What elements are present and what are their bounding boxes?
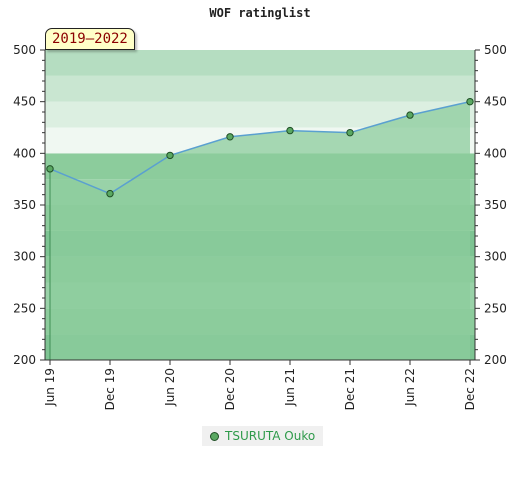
- x-tick-labels: Jun 19 Dec 19 Jun 20 Dec 20 Jun 21 Dec 21 Jun …: [43, 368, 477, 410]
- legend-marker-icon: [210, 431, 219, 441]
- series-line: [49, 100, 471, 195]
- data-point: [406, 111, 414, 119]
- y-tick-label-left: 350: [13, 198, 36, 212]
- data-points: [46, 97, 474, 198]
- area-layer: [49, 100, 471, 361]
- data-point: [106, 189, 114, 198]
- y-tick-label-left: 450: [13, 95, 36, 109]
- band: [45, 75, 475, 102]
- data-point: [286, 126, 294, 135]
- y-tick-label-left: 200: [13, 353, 36, 367]
- y-tick-label-right: 350: [484, 198, 507, 212]
- y-tick-label-left: 300: [13, 250, 36, 264]
- y-tick-label-left: 400: [13, 146, 36, 160]
- x-tick-label: Dec 19: [103, 368, 117, 410]
- series-area: [50, 101, 470, 361]
- data-point: [166, 151, 174, 160]
- data-point: [226, 133, 234, 141]
- data-point: [46, 165, 54, 173]
- axes: [40, 49, 480, 365]
- x-tick-label: Jun 19: [43, 368, 57, 407]
- y-tick-label-left: 500: [13, 43, 36, 57]
- band: [45, 50, 475, 76]
- y-tick-labels: 200 200 250 250 300 300 350 350 400 400 450 450 500 5…: [13, 43, 507, 367]
- period-badge: 2019–2022: [45, 28, 135, 50]
- y-tick-label-right: 400: [484, 146, 507, 160]
- x-tick-label: Dec 22: [463, 368, 477, 410]
- data-point: [466, 97, 474, 106]
- y-tick-label-left: 250: [13, 301, 36, 315]
- y-tick-label-right: 250: [484, 301, 507, 315]
- legend[interactable]: TSURUTA Ouko: [202, 426, 324, 446]
- x-tick-label: Jun 21: [283, 368, 297, 407]
- y-tick-label-right: 300: [484, 250, 507, 264]
- chart-title: WOF ratinglist: [209, 6, 311, 20]
- x-tick-label: Jun 20: [163, 368, 177, 407]
- y-tick-label-right: 500: [484, 43, 507, 57]
- x-tick-label: Jun 22: [403, 368, 417, 407]
- legend-label: TSURUTA Ouko: [225, 429, 316, 443]
- y-tick-label-right: 200: [484, 353, 507, 367]
- x-tick-label: Dec 20: [223, 368, 237, 410]
- y-tick-label-right: 450: [484, 95, 507, 109]
- x-tick-label: Dec 21: [343, 368, 357, 410]
- data-point: [346, 128, 354, 137]
